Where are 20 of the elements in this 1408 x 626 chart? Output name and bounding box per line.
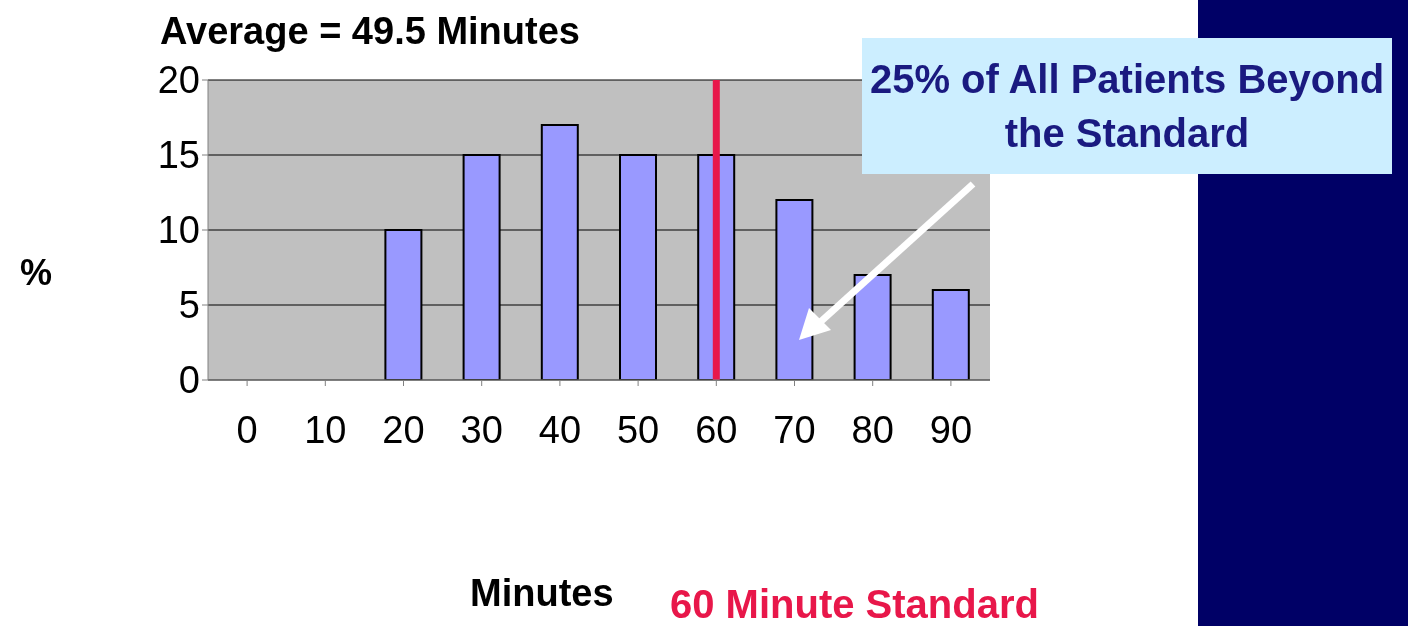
y-tick-label: 10 xyxy=(157,209,200,252)
ref-line-label: 60 Minute Standard xyxy=(670,582,1039,626)
y-tick-label: 15 xyxy=(157,134,200,177)
x-tick-label: 10 xyxy=(304,408,347,451)
annotation: 25% of All Patients Beyond the Standard xyxy=(862,38,1392,174)
x-tick-label: 50 xyxy=(616,408,660,451)
x-tick-label: 30 xyxy=(460,408,503,451)
x-tick-label: 0 xyxy=(236,408,258,451)
x-tick-label: 60 xyxy=(695,408,738,451)
y-axis-title: % xyxy=(20,252,53,294)
x-axis-title: Minutes xyxy=(470,572,614,615)
x-tick-label: 80 xyxy=(851,408,894,451)
y-tick-label: 20 xyxy=(157,59,200,102)
y-tick-label: 5 xyxy=(178,284,200,327)
x-tick-label: 70 xyxy=(773,408,816,451)
x-tick-label: 90 xyxy=(929,408,973,451)
x-tick-label: 40 xyxy=(538,408,582,451)
y-tick-label: 0 xyxy=(178,359,200,402)
chart-title: Average = 49.5 Minutes xyxy=(160,10,580,53)
x-tick-label: 20 xyxy=(382,408,425,451)
